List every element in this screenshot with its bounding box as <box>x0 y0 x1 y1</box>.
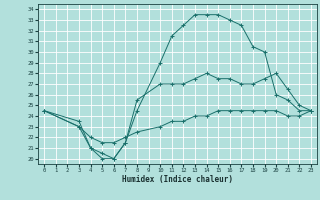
X-axis label: Humidex (Indice chaleur): Humidex (Indice chaleur) <box>122 175 233 184</box>
